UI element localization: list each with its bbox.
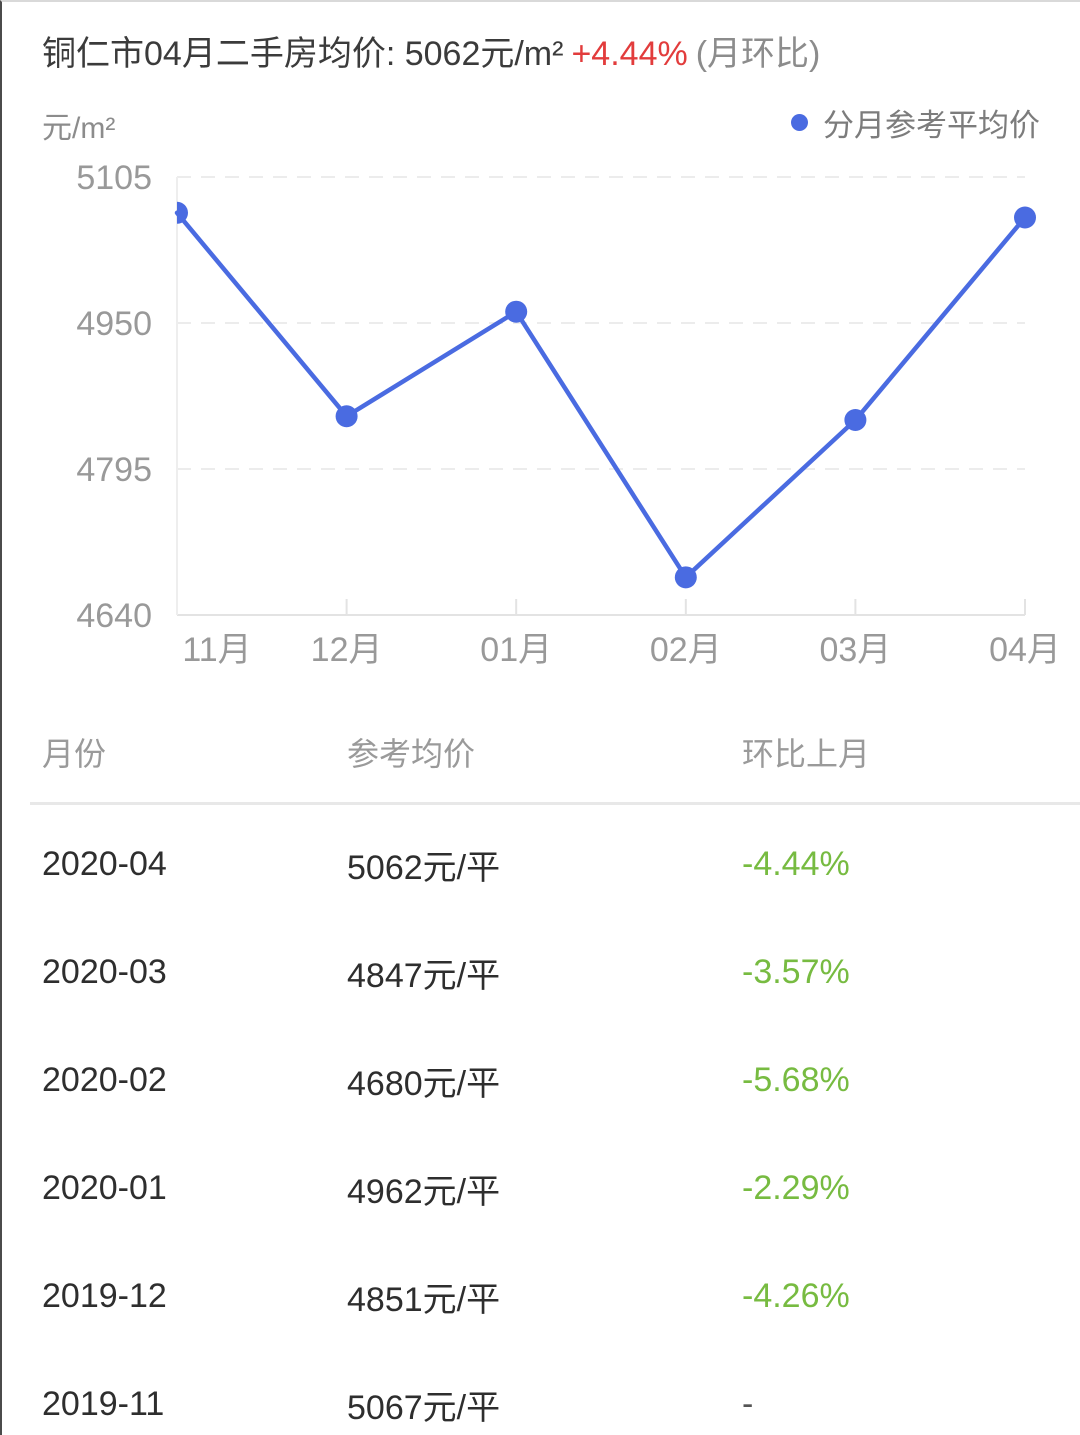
title-suffix: (月环比) [695, 35, 821, 73]
x-tick-label: 12月 [311, 631, 383, 669]
y-tick-label: 4795 [76, 451, 152, 489]
month-cell: 2019-12 [42, 1276, 167, 1315]
chart-legend[interactable]: 分月参考平均价 [791, 100, 1040, 145]
change-cell: -4.44% [742, 844, 850, 883]
title-change-percent: +4.44% [571, 35, 688, 73]
x-tick-label: 11月 [182, 631, 251, 669]
price-cell: 4962元/平 [347, 1172, 501, 1211]
title-main: 铜仁市04月二手房均价: 5062元/m² [42, 35, 564, 73]
legend-label: 分月参考平均价 [823, 108, 1040, 143]
x-tick-label: 02月 [650, 631, 722, 669]
table-row: 2019-12 4851元/平 -4.26% [2, 1242, 1080, 1350]
x-tick-label: 01月 [480, 631, 552, 669]
table-row: 2020-03 4847元/平 -3.57% [2, 918, 1080, 1026]
table-body: 2020-04 5062元/平 -4.44% 2020-03 4847元/平 -3.57%… [2, 810, 1080, 1435]
x-tick-label: 03月 [819, 631, 891, 669]
change-cell: -5.68% [742, 1060, 850, 1099]
price-cell: 4847元/平 [347, 956, 501, 995]
change-cell: -2.29% [742, 1168, 850, 1207]
month-cell: 2020-02 [42, 1060, 167, 1099]
price-series-line [174, 210, 1028, 580]
x-tick-label: 04月 [989, 631, 1061, 669]
price-cell: 4851元/平 [347, 1280, 501, 1319]
change-cell: -4.26% [742, 1276, 850, 1315]
price-line-chart: 4640 4795 4950 5105 11月 12月 01月 02月 03月 04月 [76, 159, 1061, 669]
y-axis-unit-label: 元/m² [42, 112, 116, 145]
table-row: 2020-02 4680元/平 -5.68% [2, 1026, 1080, 1134]
page-title: 铜仁市04月二手房均价: 5062元/m² +4.44% (月环比) [42, 26, 820, 75]
y-tick-label: 4640 [76, 597, 152, 635]
price-cell: 4680元/平 [347, 1064, 501, 1103]
data-points [166, 201, 1036, 589]
table-divider [30, 802, 1080, 805]
y-tick-label: 4950 [76, 305, 152, 343]
data-point-03月[interactable] [844, 409, 867, 432]
col-header-change: 环比上月 [742, 736, 871, 772]
data-point-12月[interactable] [335, 405, 358, 428]
y-tick-label: 5105 [76, 159, 152, 197]
table-row: 2020-01 4962元/平 -2.29% [2, 1134, 1080, 1242]
col-header-price: 参考均价 [347, 736, 476, 772]
month-cell: 2020-03 [42, 952, 167, 991]
month-cell: 2019-11 [42, 1384, 165, 1423]
price-cell: 5062元/平 [347, 848, 501, 887]
month-cell: 2020-01 [42, 1168, 167, 1207]
table-header: 月份 参考均价 环比上月 [2, 702, 1080, 802]
data-point-11月[interactable] [166, 201, 188, 224]
legend-dot-icon [791, 114, 808, 131]
month-cell: 2020-04 [42, 844, 167, 883]
col-header-month: 月份 [42, 736, 107, 772]
change-cell: - [742, 1384, 754, 1423]
data-point-04月[interactable] [1014, 206, 1036, 229]
change-cell: -3.57% [742, 952, 850, 991]
price-cell: 5067元/平 [347, 1388, 501, 1427]
data-point-01月[interactable] [505, 300, 528, 323]
table-row: 2020-04 5062元/平 -4.44% [2, 810, 1080, 918]
data-point-02月[interactable] [674, 566, 697, 589]
table-row: 2019-11 5067元/平 - [2, 1350, 1080, 1435]
